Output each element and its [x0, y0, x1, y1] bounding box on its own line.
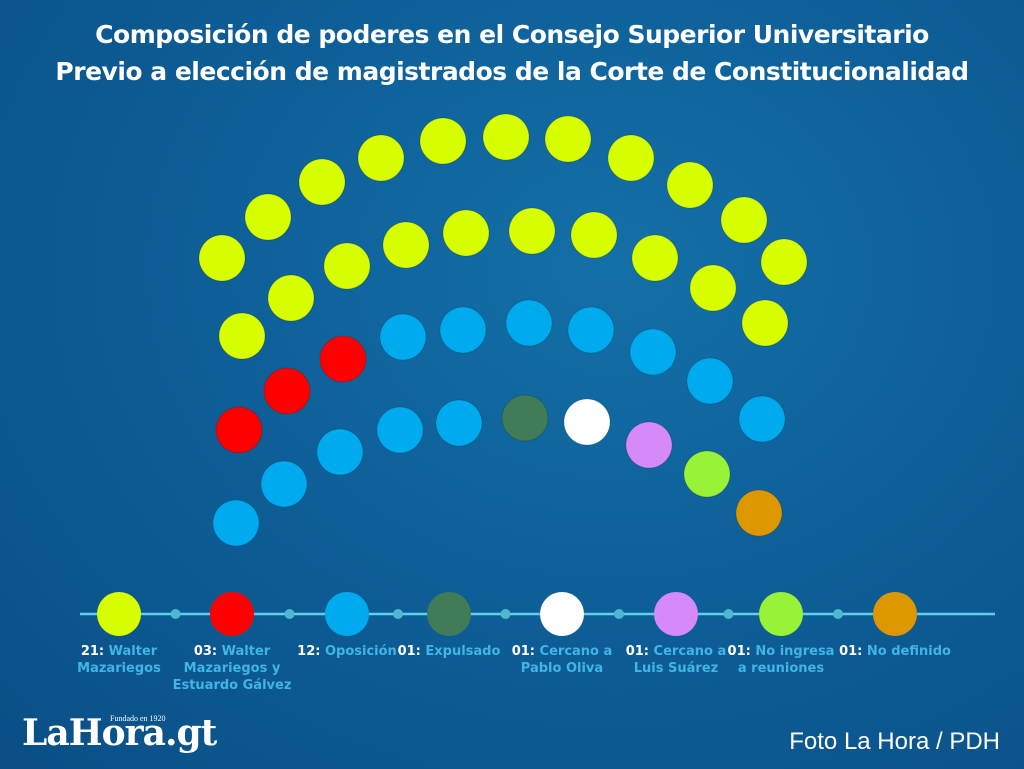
seat-31: [738, 395, 786, 443]
legend-swatch-1: [97, 592, 141, 636]
seat-32: [212, 499, 260, 547]
seat-41: [735, 489, 783, 537]
legend-connector-dot: [393, 609, 403, 619]
legend-item: 01: Cercano a Pablo Oliva: [502, 643, 622, 677]
seat-13: [267, 274, 315, 322]
seat-8: [607, 134, 655, 182]
legend-count: 01:: [839, 644, 863, 659]
legend-label: Walter Mazariegos: [77, 644, 161, 676]
seat-40: [683, 450, 731, 498]
legend-connector-dot: [833, 609, 843, 619]
seat-35: [376, 406, 424, 454]
legend-label: No ingresa a reuniones: [737, 644, 835, 676]
legend-item: 21: Walter Mazariegos: [59, 643, 179, 677]
seat-27: [505, 299, 553, 347]
seat-12: [218, 312, 266, 360]
seat-21: [741, 299, 789, 347]
legend-swatch-3: [325, 592, 369, 636]
seat-18: [570, 211, 618, 259]
seat-23: [263, 367, 311, 415]
seat-22: [215, 406, 263, 454]
lahora-logo: LaHora.gt Fundado en 1920: [22, 712, 217, 754]
seat-30: [686, 357, 734, 405]
legend-item: 01: Cercano a Luis Suárez: [616, 643, 736, 677]
seat-14: [323, 242, 371, 290]
seat-39: [625, 421, 673, 469]
legend-swatch-8: [873, 592, 917, 636]
legend-swatch-6: [654, 592, 698, 636]
legend-label: No definido: [866, 644, 951, 659]
legend-label: Walter Mazariegos y Estuardo Gálvez: [172, 644, 292, 693]
legend-connector-dot: [614, 609, 624, 619]
legend-swatch-7: [759, 592, 803, 636]
seat-28: [567, 306, 615, 354]
logo-tagline: Fundado en 1920: [110, 714, 166, 723]
seat-7: [544, 115, 592, 163]
legend-item: 01: No ingresa a reuniones: [721, 643, 841, 677]
seat-15: [382, 221, 430, 269]
seat-33: [260, 460, 308, 508]
seat-10: [720, 196, 768, 244]
seat-4: [357, 134, 405, 182]
legend-connector-dot: [170, 609, 181, 619]
seat-20: [689, 264, 737, 312]
seat-11: [760, 238, 808, 286]
seat-17: [508, 207, 556, 255]
legend-item: 01: Expulsado: [389, 643, 509, 660]
seat-5: [419, 117, 467, 165]
seat-36: [435, 399, 483, 447]
chart-title: Composición de poderes en el Consejo Sup…: [95, 20, 929, 49]
seat-24: [319, 335, 367, 383]
legend-label: Expulsado: [425, 644, 501, 659]
seat-2: [244, 193, 292, 241]
legend-connector-dot: [500, 609, 511, 619]
legend-item: 01: No definido: [835, 643, 955, 660]
legend-label: Cercano a Pablo Oliva: [520, 644, 613, 676]
legend-count: 01:: [511, 644, 536, 659]
legend-swatch-4: [427, 592, 471, 636]
seat-3: [298, 158, 346, 206]
legend-connector-dot: [723, 609, 734, 619]
chart-subtitle: Previo a elección de magistrados de la C…: [55, 57, 969, 86]
legend-swatch-2: [210, 592, 254, 636]
legend-connector-dot: [284, 609, 295, 619]
legend-count: 01:: [625, 644, 650, 659]
seat-19: [631, 234, 679, 282]
legend-item: 03: Walter Mazariegos y Estuardo Gálvez: [172, 643, 292, 694]
seat-25: [379, 313, 427, 361]
photo-credit: Foto La Hora / PDH: [789, 728, 1000, 755]
seat-34: [316, 428, 364, 476]
seat-1: [198, 234, 246, 282]
seat-38: [563, 398, 611, 446]
legend-label: Cercano a Luis Suárez: [633, 644, 727, 676]
seat-26: [439, 306, 487, 354]
legend-swatch-5: [540, 592, 584, 636]
legend-count: 01:: [397, 644, 421, 659]
legend-count: 01:: [727, 644, 751, 659]
seat-6: [482, 113, 530, 161]
legend-count: 03:: [193, 644, 218, 659]
legend-count: 12:: [297, 644, 321, 659]
seat-29: [629, 328, 677, 376]
legend-count: 21:: [80, 644, 105, 659]
seat-16: [442, 209, 490, 257]
legend-label: Oposición: [324, 644, 397, 659]
legend-item: 12: Oposición: [287, 643, 407, 660]
seat-37: [501, 394, 549, 442]
seat-9: [666, 161, 714, 209]
